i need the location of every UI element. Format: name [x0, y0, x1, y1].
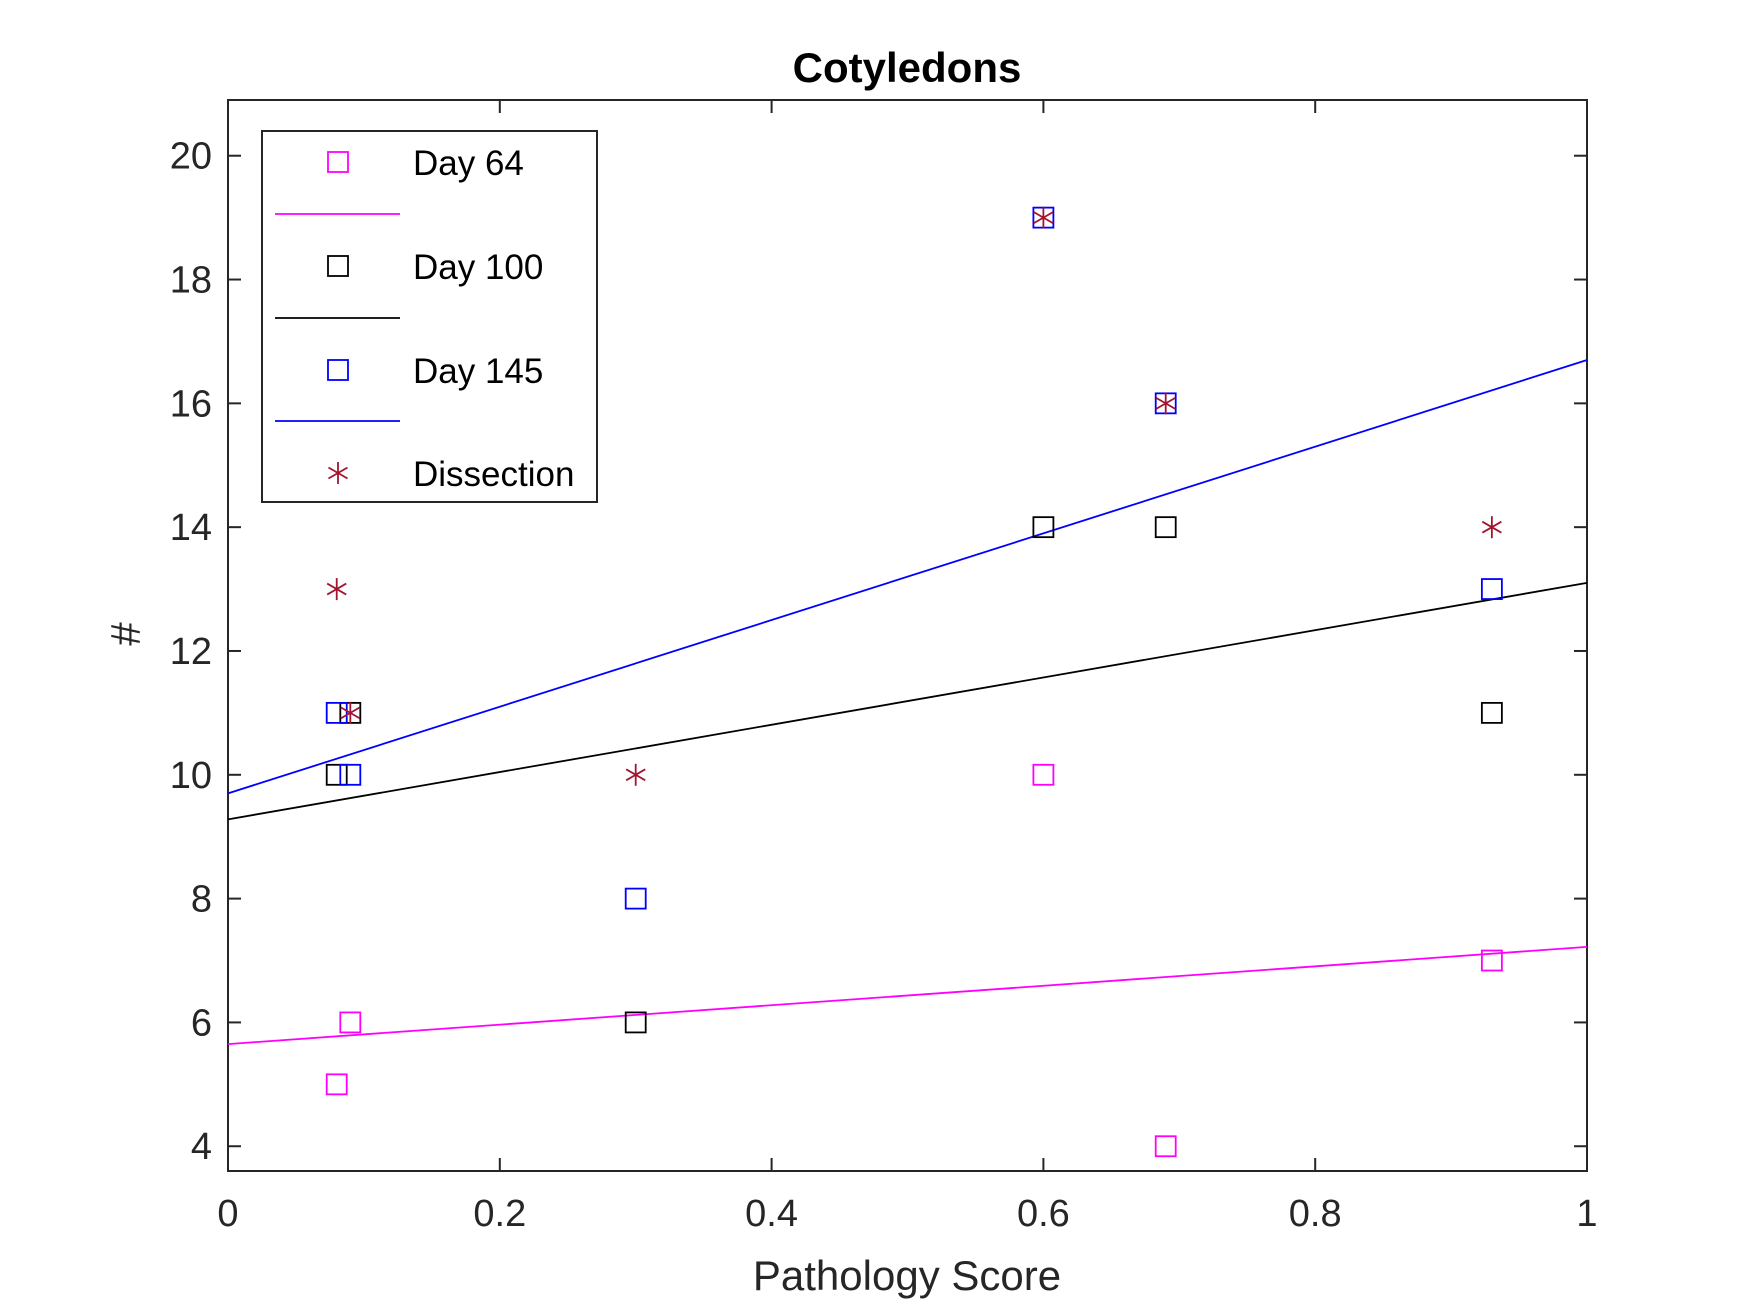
- data-point: [1154, 1135, 1177, 1158]
- y-tick-label: 16: [170, 383, 212, 425]
- data-point: [625, 763, 646, 786]
- y-tick-label: 20: [170, 136, 212, 178]
- legend-label: Day 145: [413, 352, 543, 391]
- data-markers: [325, 206, 1503, 1158]
- fit-line-day-100: [227, 581, 1588, 821]
- chart-title: Cotyledons: [793, 44, 1022, 91]
- y-tick-label: 6: [191, 1002, 212, 1044]
- data-point: [325, 763, 348, 786]
- x-tick-label: 0.2: [473, 1193, 526, 1235]
- data-point: [1480, 701, 1503, 724]
- fit-line-day-145: [227, 359, 1588, 795]
- data-point: [339, 1011, 362, 1034]
- data-point: [326, 578, 347, 601]
- data-point: [1481, 516, 1502, 539]
- x-axis: 0 0.2 0.4 0.6 0.8 1: [217, 100, 1598, 1235]
- data-point: [339, 763, 362, 786]
- fit-lines: [227, 359, 1588, 1045]
- x-tick-label: 0.6: [1017, 1193, 1070, 1235]
- x-tick-label: 1: [1576, 1193, 1597, 1235]
- legend-marker: [327, 359, 349, 381]
- data-point: [1154, 516, 1177, 539]
- y-tick-label: 18: [170, 260, 212, 302]
- legend-label: Day 64: [413, 144, 524, 183]
- data-point: [1032, 763, 1055, 786]
- legend-marker: [327, 151, 349, 173]
- legend: Day 64 Day 100 Day 145 Dissection: [261, 130, 598, 503]
- y-tick-label: 12: [170, 631, 212, 673]
- legend-box: [261, 130, 598, 503]
- y-axis-label: #: [102, 622, 149, 646]
- y-tick-label: 4: [191, 1126, 212, 1168]
- y-tick-label: 14: [170, 507, 212, 549]
- x-tick-label: 0.8: [1289, 1193, 1342, 1235]
- data-point: [624, 887, 647, 910]
- series-day-64: [325, 763, 1503, 1158]
- data-point: [1155, 392, 1176, 415]
- data-point: [1480, 949, 1503, 972]
- data-point: [340, 701, 361, 724]
- x-tick-label: 0: [217, 1193, 238, 1235]
- data-point: [1480, 578, 1503, 600]
- series-dissection: [326, 206, 1502, 786]
- data-point: [325, 1073, 348, 1096]
- y-tick-label: 8: [191, 879, 212, 921]
- legend-label: Dissection: [413, 455, 574, 494]
- data-point: [624, 1011, 647, 1034]
- x-axis-label: Pathology Score: [753, 1252, 1061, 1299]
- y-axis: 4 6 8 10 12 14 16 18 20: [170, 136, 1587, 1168]
- data-point: [325, 701, 348, 724]
- data-point: [1033, 206, 1054, 229]
- legend-marker: [328, 462, 348, 484]
- x-tick-label: 0.4: [745, 1193, 798, 1235]
- y-tick-label: 10: [170, 755, 212, 797]
- legend-label: Day 100: [413, 248, 543, 287]
- legend-marker: [327, 255, 349, 277]
- data-point: [1032, 516, 1055, 539]
- fit-line-day-64: [227, 945, 1588, 1045]
